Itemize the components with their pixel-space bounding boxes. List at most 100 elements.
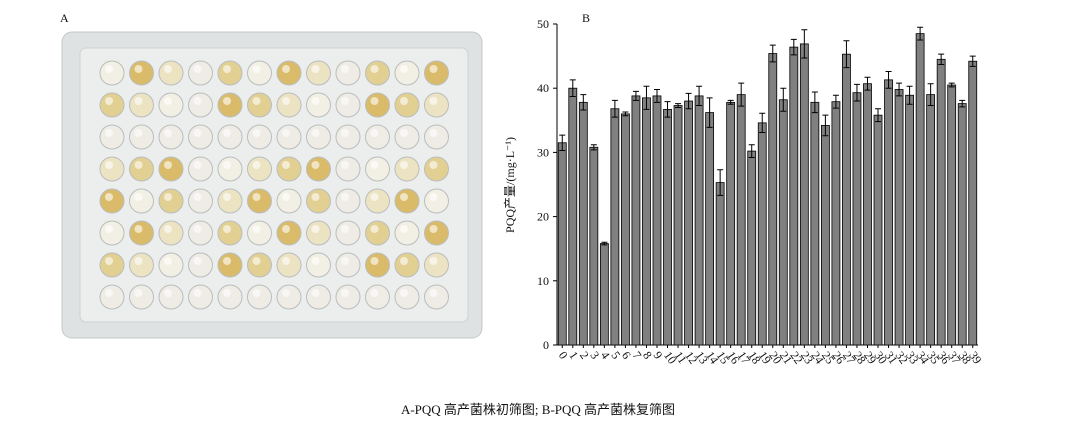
well-highlight (282, 193, 290, 201)
well-highlight (370, 257, 379, 265)
error-bar (959, 99, 966, 108)
well (188, 284, 213, 310)
well (335, 284, 361, 310)
bar (894, 89, 904, 346)
bar (578, 101, 588, 346)
well (394, 284, 420, 310)
well (424, 220, 449, 246)
error-bar (696, 85, 703, 107)
well-highlight (341, 257, 349, 265)
well (276, 188, 302, 214)
y-tick-label: 30 (537, 145, 549, 159)
well (188, 60, 213, 86)
well-highlight (105, 289, 113, 297)
well-highlight (341, 65, 349, 73)
error-bar (738, 82, 745, 107)
error-bar (801, 29, 808, 59)
well-highlight (370, 97, 379, 105)
well-highlight (134, 65, 143, 73)
error-bar (632, 90, 639, 101)
well-highlight (193, 257, 202, 265)
well-highlight (370, 289, 379, 297)
well-highlight (282, 225, 290, 233)
well (129, 156, 154, 182)
well (158, 60, 184, 86)
well-highlight (311, 161, 320, 169)
well-highlight (282, 65, 290, 73)
bar (642, 97, 651, 346)
error-bar (853, 83, 860, 102)
well (99, 60, 125, 86)
well (217, 124, 243, 150)
bar (873, 114, 883, 346)
well-highlight (252, 129, 261, 137)
well (99, 252, 125, 278)
well-highlight (341, 225, 349, 233)
bar (599, 243, 609, 346)
well-highlight (223, 161, 231, 169)
bar (705, 112, 715, 346)
bar (768, 53, 778, 346)
bar (968, 60, 978, 346)
error-bar (896, 82, 903, 97)
well-highlight (311, 225, 320, 233)
well (99, 156, 125, 182)
error-bar (748, 144, 755, 159)
panel-label: B (582, 11, 590, 25)
well-highlight (193, 161, 202, 169)
bar (884, 79, 893, 346)
well-highlight (341, 161, 349, 169)
y-tick-label: 10 (537, 274, 549, 288)
well (365, 92, 390, 118)
error-bar (790, 38, 797, 56)
well (276, 156, 302, 182)
bar (905, 94, 914, 346)
well-highlight (134, 129, 143, 137)
well-highlight (164, 97, 172, 105)
error-bar (906, 85, 913, 105)
well (306, 124, 331, 150)
error-bar (643, 85, 650, 110)
well (335, 188, 361, 214)
y-tick-label: 50 (537, 17, 549, 31)
well-highlight (164, 257, 172, 265)
error-bar (811, 91, 818, 114)
well (306, 188, 331, 214)
error-bar (875, 108, 882, 123)
bar (589, 146, 599, 346)
well (365, 124, 390, 150)
well-highlight (400, 129, 408, 137)
well-highlight (341, 129, 349, 137)
error-bar (832, 94, 839, 109)
well-highlight (134, 193, 143, 201)
well-highlight (429, 193, 438, 201)
well (306, 284, 331, 310)
well (424, 284, 449, 310)
well-highlight (223, 129, 231, 137)
well (158, 188, 184, 214)
panel-label: A (60, 11, 69, 25)
bar (831, 101, 841, 346)
well-highlight (134, 257, 143, 265)
bar (947, 84, 957, 346)
well (99, 220, 125, 246)
bar (726, 101, 736, 346)
well (217, 284, 243, 310)
well (247, 156, 272, 182)
well (424, 156, 449, 182)
well-highlight (223, 257, 231, 265)
well-highlight (311, 193, 320, 201)
well-highlight (105, 65, 113, 73)
well (188, 156, 213, 182)
well (158, 92, 184, 118)
well-highlight (311, 97, 320, 105)
well (129, 60, 154, 86)
well (365, 60, 390, 86)
error-bar (948, 82, 955, 88)
well-highlight (429, 161, 438, 169)
well-highlight (105, 225, 113, 233)
error-bar (759, 112, 766, 133)
well-highlight (223, 193, 231, 201)
well-highlight (429, 129, 438, 137)
well (129, 284, 154, 310)
